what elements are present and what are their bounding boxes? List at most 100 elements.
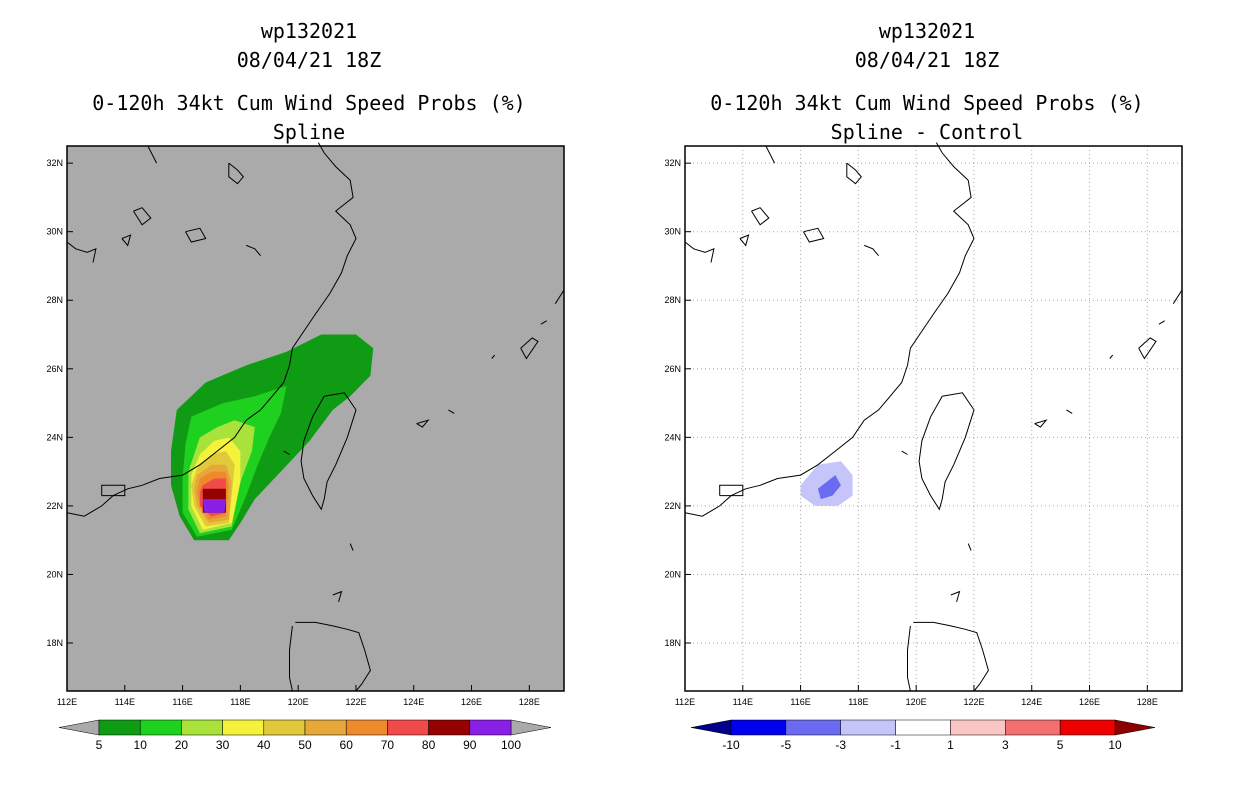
y-tick-label: 30N bbox=[664, 227, 681, 237]
coastline-15 bbox=[416, 419, 430, 428]
x-tick-label: 128E bbox=[1137, 697, 1158, 707]
coastline-19 bbox=[540, 320, 547, 325]
right-date-line: 08/04/21 18Z bbox=[854, 48, 1000, 72]
colorbar-swatch bbox=[345, 719, 388, 736]
colorbar-extend-low bbox=[690, 719, 732, 736]
y-tick-label: 20N bbox=[664, 569, 681, 579]
coastline-6 bbox=[803, 227, 825, 243]
coastline-10 bbox=[901, 450, 908, 455]
x-tick-label: 120E bbox=[906, 697, 927, 707]
x-tick-label: 120E bbox=[288, 697, 309, 707]
coastline-8 bbox=[101, 484, 126, 497]
right-chart-title: 0-120h 34kt Cum Wind Speed Probs (%) bbox=[710, 91, 1144, 115]
x-tick-label: 118E bbox=[848, 697, 868, 707]
coastline-13 bbox=[349, 543, 354, 551]
colorbar-swatch bbox=[139, 719, 182, 736]
coastline-16 bbox=[1066, 409, 1073, 414]
right-colorbar: -10 -5 -3 -1 1 3 5 10 bbox=[690, 719, 1156, 752]
plot-frame bbox=[66, 145, 565, 692]
x-tick-label: 112E bbox=[57, 697, 77, 707]
x-tick-label: 122E bbox=[963, 697, 984, 707]
colorbar-extend-low bbox=[58, 719, 100, 736]
colorbar-swatch bbox=[387, 719, 429, 736]
coastline-11 bbox=[913, 621, 989, 692]
coastline-5 bbox=[739, 234, 750, 247]
coastline-7 bbox=[246, 244, 261, 257]
colorbar-label: 90 bbox=[463, 738, 477, 752]
colorbar-swatch bbox=[840, 719, 896, 736]
colorbar-label: -10 bbox=[722, 738, 740, 752]
colorbar-label: -5 bbox=[781, 738, 792, 752]
y-tick-label: 28N bbox=[664, 295, 681, 305]
y-tick-label: 18N bbox=[664, 638, 681, 648]
y-tick-label: 26N bbox=[46, 364, 63, 374]
x-tick-label: 126E bbox=[461, 697, 482, 707]
colorbar-label: 10 bbox=[1108, 738, 1122, 752]
left-date-line: 08/04/21 18Z bbox=[236, 48, 382, 72]
colorbar-label: 70 bbox=[381, 738, 395, 752]
colorbar-extend-high bbox=[510, 719, 552, 736]
y-tick-label: 30N bbox=[46, 227, 63, 237]
colorbar-label: 50 bbox=[298, 738, 312, 752]
coastline-20 bbox=[491, 354, 496, 359]
colorbar-label: 40 bbox=[257, 738, 271, 752]
y-tick-label: 24N bbox=[46, 432, 63, 442]
left-id-line: wp132021 bbox=[260, 19, 358, 43]
colorbar-swatch bbox=[1005, 719, 1061, 736]
coastline-8 bbox=[719, 484, 744, 497]
coastline-1 bbox=[684, 241, 715, 263]
x-tick-label: 114E bbox=[733, 697, 753, 707]
coastline-17 bbox=[520, 337, 539, 360]
plot-background bbox=[685, 146, 1182, 691]
coastline-3 bbox=[846, 162, 862, 185]
colorbar-swatch bbox=[181, 719, 223, 736]
coastline-3 bbox=[228, 162, 244, 185]
colorbar-swatch bbox=[98, 719, 141, 736]
contour-level-90 bbox=[202, 499, 226, 513]
colorbar-label: 20 bbox=[175, 738, 189, 752]
colorbar-swatch bbox=[428, 719, 471, 736]
coastline-2 bbox=[765, 145, 776, 164]
y-tick-label: 26N bbox=[664, 364, 681, 374]
colorbar-swatch bbox=[304, 719, 347, 736]
right-chart-subtitle: Spline - Control bbox=[830, 120, 1024, 144]
coastline-0 bbox=[684, 142, 975, 517]
colorbar-swatch bbox=[785, 719, 841, 736]
colorbar-label: 3 bbox=[1002, 738, 1009, 752]
coastline-4 bbox=[751, 207, 770, 226]
coastline-12 bbox=[289, 625, 293, 692]
colorbar-label: 60 bbox=[340, 738, 354, 752]
left-chart-title: 0-120h 34kt Cum Wind Speed Probs (%) bbox=[92, 91, 526, 115]
coastline-4 bbox=[133, 207, 152, 226]
coastline-9 bbox=[300, 392, 357, 511]
x-tick-label: 118E bbox=[230, 697, 250, 707]
coastline-20 bbox=[1109, 354, 1114, 359]
left-chart-subtitle: Spline bbox=[272, 120, 346, 144]
coastline-1 bbox=[66, 241, 97, 263]
colorbar-label: 30 bbox=[216, 738, 230, 752]
y-tick-label: 32N bbox=[46, 158, 63, 168]
x-tick-label: 124E bbox=[1021, 697, 1042, 707]
colorbar-label: -3 bbox=[835, 738, 846, 752]
x-tick-label: 128E bbox=[519, 697, 540, 707]
colorbar-swatch bbox=[895, 719, 951, 736]
coastline-17 bbox=[1138, 337, 1157, 360]
right-id-line: wp132021 bbox=[878, 19, 976, 43]
coastline-2 bbox=[147, 145, 158, 164]
y-tick-label: 20N bbox=[46, 569, 63, 579]
colorbar-swatch bbox=[222, 719, 265, 736]
coastline-5 bbox=[121, 234, 132, 247]
plot-frame bbox=[684, 145, 1183, 692]
coastline-11 bbox=[295, 621, 371, 692]
coastline-19 bbox=[1158, 320, 1165, 325]
colorbar-label: 100 bbox=[501, 738, 521, 752]
y-tick-label: 28N bbox=[46, 295, 63, 305]
y-tick-label: 24N bbox=[664, 432, 681, 442]
x-tick-label: 116E bbox=[172, 697, 192, 707]
coastline-6 bbox=[185, 227, 207, 243]
coastline-14 bbox=[332, 590, 343, 603]
x-tick-label: 114E bbox=[115, 697, 135, 707]
coastline-18 bbox=[554, 289, 565, 304]
colorbar-label: 5 bbox=[1057, 738, 1064, 752]
x-tick-label: 124E bbox=[403, 697, 424, 707]
